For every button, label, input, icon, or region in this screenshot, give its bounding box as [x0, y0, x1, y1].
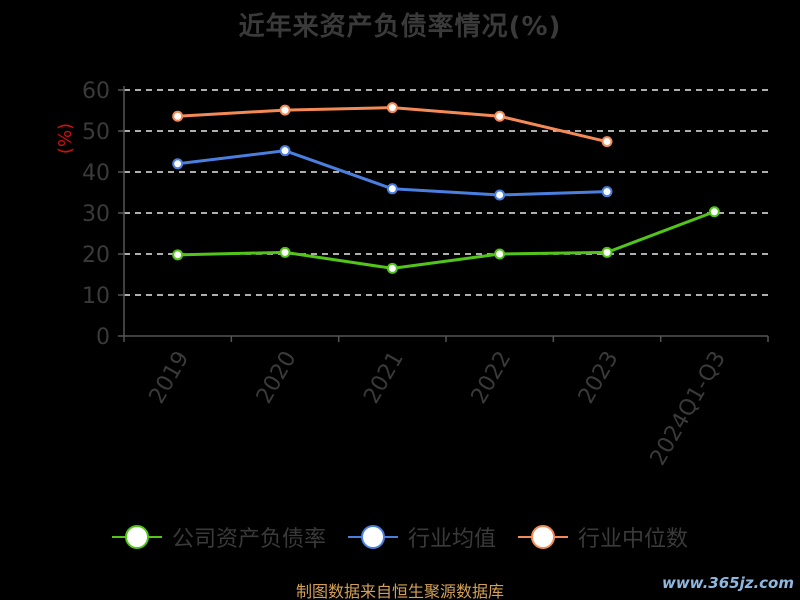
- y-tick-label-0: 0: [96, 325, 110, 350]
- point-1-2021: [386, 183, 398, 195]
- legend-item-industry-average[interactable]: 行业均值: [347, 521, 496, 553]
- point-1-2023: [601, 186, 613, 198]
- point-2-2019: [172, 110, 184, 122]
- x-tick-label-2022: 2022: [467, 347, 517, 408]
- chart-title: 近年来资产负债率情况(%): [238, 12, 562, 42]
- legend: 公司资产负债率 行业均值 行业中位数: [0, 520, 800, 554]
- point-2-2022: [494, 110, 506, 122]
- y-tick-label-50: 50: [82, 120, 110, 145]
- legend-label-industry-average: 行业均值: [407, 527, 496, 552]
- y-tick-label-20: 20: [82, 243, 110, 268]
- point-0-2024Q1-Q3: [708, 206, 720, 218]
- point-0-2019: [172, 249, 184, 261]
- legend-swatch-industry-median: [518, 525, 568, 549]
- point-1-2022: [494, 189, 506, 201]
- point-0-2022: [494, 248, 506, 260]
- series-line-0: [177, 210, 715, 270]
- y-tick-label-10: 10: [82, 284, 110, 309]
- x-tick-label-2019: 2019: [145, 347, 195, 408]
- y-tick-label-30: 30: [82, 202, 110, 227]
- point-2-2021: [386, 102, 398, 114]
- point-2-2020: [279, 104, 291, 116]
- point-1-2019: [172, 158, 184, 170]
- x-tick-label-2024Q1-Q3: 2024Q1-Q3: [646, 347, 731, 470]
- point-0-2023: [601, 246, 613, 258]
- x-tick-label-2023: 2023: [574, 347, 624, 408]
- legend-swatch-company: [111, 525, 162, 549]
- y-tick-label-40: 40: [82, 161, 110, 186]
- legend-label-industry-median: 行业中位数: [578, 527, 689, 552]
- x-tick-label-2021: 2021: [359, 347, 409, 408]
- x-tick-label-2020: 2020: [252, 347, 302, 408]
- point-2-2023: [601, 136, 613, 148]
- point-0-2020: [279, 246, 291, 258]
- legend-swatch-industry-average: [347, 525, 398, 549]
- legend-item-industry-median[interactable]: 行业中位数: [518, 521, 688, 553]
- point-1-2020: [279, 145, 291, 157]
- data-source-note: 制图数据来自恒生聚源数据库: [295, 582, 504, 600]
- point-0-2021: [386, 262, 398, 274]
- y-tick-label-60: 60: [82, 79, 110, 104]
- legend-item-company[interactable]: 公司资产负债率: [111, 521, 326, 553]
- watermark: www.365jz.com: [661, 574, 794, 592]
- line-chart: 0 10 20 30 40 50 60 2019 2020 2021 2022 2023 2024Q1-…: [82, 79, 769, 470]
- legend-label-company: 公司资产负债率: [171, 527, 326, 552]
